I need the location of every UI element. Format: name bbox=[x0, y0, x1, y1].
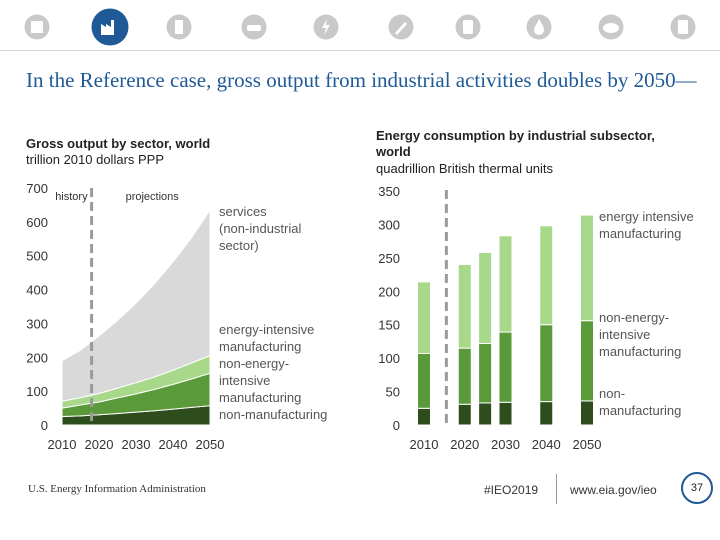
left-chart-title: Gross output by sector, world bbox=[26, 136, 211, 151]
left-chart-unit: trillion 2010 dollars PPP bbox=[26, 152, 165, 167]
right-chart-unit: quadrillion British thermal units bbox=[376, 161, 554, 176]
left-projections-label: projections bbox=[126, 191, 180, 203]
services-label-line: services bbox=[219, 204, 267, 219]
petroleum-icon[interactable] bbox=[455, 14, 481, 40]
right-y-tick-label: 0 bbox=[393, 418, 400, 433]
footer-url[interactable]: www.eia.gov/ieo bbox=[570, 483, 657, 497]
left-y-tick-label: 300 bbox=[26, 316, 48, 331]
bar-2030-energy-intensive bbox=[498, 235, 513, 333]
left-x-tick-label: 2010 bbox=[48, 437, 77, 452]
left-x-tick-label: 2020 bbox=[85, 437, 114, 452]
bar-2025-non-manufacturing bbox=[478, 402, 493, 426]
right-chart-title-line2: world bbox=[376, 144, 411, 159]
industrial-icon[interactable] bbox=[91, 8, 129, 46]
bar-2050-energy-intensive bbox=[580, 214, 594, 322]
bar-2010-non-energy-intensive bbox=[417, 352, 431, 409]
energy-intensive-label-line: manufacturing bbox=[599, 226, 681, 241]
transportation-icon[interactable] bbox=[241, 14, 267, 40]
left-y-tick-label: 0 bbox=[41, 418, 48, 433]
non-manufacturing-label-line: manufacturing bbox=[599, 403, 681, 418]
industrial-label-line: energy-intensive bbox=[219, 322, 314, 337]
left-history-label: history bbox=[55, 191, 88, 203]
footer-agency: U.S. Energy Information Administration bbox=[28, 483, 206, 495]
right-y-tick-label: 150 bbox=[378, 318, 400, 333]
non-energy-intensive-label-line: non-energy- bbox=[599, 310, 669, 325]
industrial-label-line: non-manufacturing bbox=[219, 407, 327, 422]
non-energy-intensive-label-line: manufacturing bbox=[599, 344, 681, 359]
bar-2030-non-energy-intensive bbox=[498, 331, 513, 403]
right-y-tick-label: 250 bbox=[378, 251, 400, 266]
left-y-tick-label: 500 bbox=[26, 249, 48, 264]
right-x-tick-label: 2040 bbox=[532, 437, 561, 452]
area-series-services-non-industrial-sector- bbox=[61, 208, 211, 402]
services-label-line: sector) bbox=[219, 238, 259, 253]
bar-2010-non-manufacturing bbox=[417, 407, 431, 426]
industrial-label-line: intensive bbox=[219, 373, 270, 388]
left-x-tick-label: 2040 bbox=[159, 437, 188, 452]
page-number: 37 bbox=[681, 472, 713, 504]
bar-2010-energy-intensive bbox=[417, 281, 431, 354]
left-y-tick-label: 700 bbox=[26, 181, 48, 196]
services-label-line: (non-industrial bbox=[219, 221, 301, 236]
left-x-tick-label: 2030 bbox=[122, 437, 151, 452]
right-y-tick-label: 350 bbox=[378, 184, 400, 199]
footer-hashtag[interactable]: #IEO2019 bbox=[484, 483, 539, 497]
slide-title: In the Reference case, gross output from… bbox=[26, 68, 697, 92]
bar-2050-non-energy-intensive bbox=[580, 320, 594, 402]
energy-intensive-label-line: energy intensive bbox=[599, 209, 694, 224]
left-y-tick-label: 600 bbox=[26, 215, 48, 230]
right-y-tick-label: 300 bbox=[378, 217, 400, 232]
right-x-tick-label: 2030 bbox=[491, 437, 520, 452]
document-icon[interactable] bbox=[670, 14, 696, 40]
industrial-label-line: manufacturing bbox=[219, 390, 301, 405]
right-x-tick-label: 2010 bbox=[410, 437, 439, 452]
footer-separator bbox=[556, 474, 557, 504]
right-chart-title-line1: Energy consumption by industrial subsect… bbox=[376, 128, 655, 143]
right-y-tick-label: 200 bbox=[378, 284, 400, 299]
electricity-icon[interactable] bbox=[313, 14, 339, 40]
natural-gas-icon[interactable] bbox=[526, 14, 552, 40]
coal-icon[interactable] bbox=[388, 14, 414, 40]
left-y-tick-label: 200 bbox=[26, 350, 48, 365]
non-energy-intensive-label-line: intensive bbox=[599, 327, 650, 342]
co2-icon[interactable] bbox=[598, 14, 624, 40]
industrial-label-line: non-energy- bbox=[219, 356, 289, 371]
bar-2040-energy-intensive bbox=[539, 225, 554, 326]
commercial-icon[interactable] bbox=[166, 14, 192, 40]
bar-2020-non-energy-intensive bbox=[457, 347, 472, 405]
bar-2020-non-manufacturing bbox=[457, 403, 472, 426]
right-y-tick-label: 100 bbox=[378, 351, 400, 366]
bar-2020-energy-intensive bbox=[457, 264, 472, 349]
icon-bar bbox=[0, 0, 720, 60]
right-x-tick-label: 2020 bbox=[450, 437, 479, 452]
bar-2040-non-manufacturing bbox=[539, 401, 554, 426]
left-y-tick-label: 100 bbox=[26, 384, 48, 399]
bar-2030-non-manufacturing bbox=[498, 401, 513, 426]
bar-2050-non-manufacturing bbox=[580, 400, 594, 426]
bar-2040-non-energy-intensive bbox=[539, 324, 554, 403]
industrial-label-line: manufacturing bbox=[219, 339, 301, 354]
non-manufacturing-label-line: non- bbox=[599, 386, 625, 401]
bar-2025-energy-intensive bbox=[478, 252, 493, 344]
left-y-tick-label: 400 bbox=[26, 283, 48, 298]
left-x-tick-label: 2050 bbox=[196, 437, 225, 452]
right-y-tick-label: 50 bbox=[386, 385, 400, 400]
header-divider bbox=[0, 50, 720, 51]
right-x-tick-label: 2050 bbox=[573, 437, 602, 452]
bar-2025-non-energy-intensive bbox=[478, 342, 493, 404]
efficiency-icon[interactable] bbox=[24, 14, 50, 40]
